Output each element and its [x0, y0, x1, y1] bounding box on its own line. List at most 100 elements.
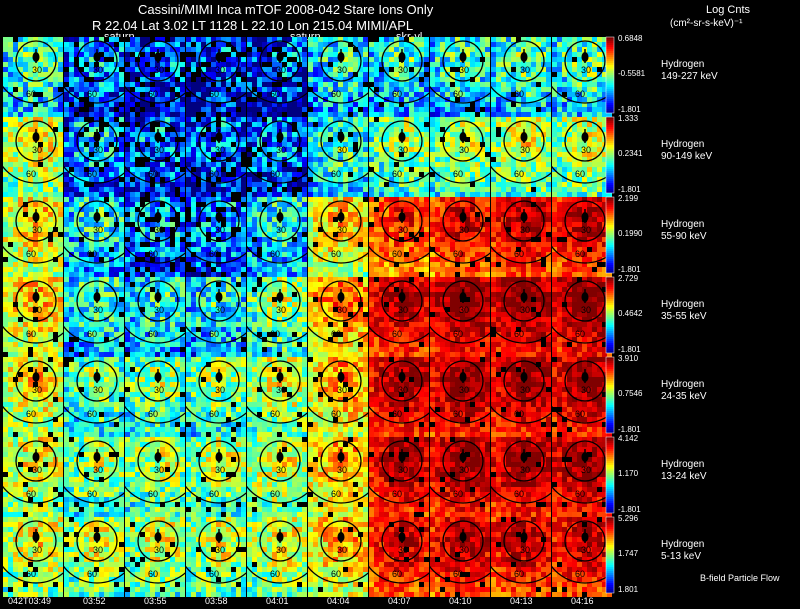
contour-ring [503, 200, 545, 242]
time-tick-label: 04:01 [266, 596, 289, 606]
contour-ring [308, 405, 368, 424]
contour-label: 30 [32, 225, 42, 235]
contour-label: 30 [337, 465, 347, 475]
contour-ring [3, 485, 63, 504]
contour-ring [442, 280, 484, 322]
contour-ring [491, 485, 551, 504]
contour-label: 60 [453, 89, 463, 99]
contour-ring [247, 405, 307, 424]
time-tick-label: 04:13 [510, 596, 533, 606]
contour-ring [552, 325, 612, 344]
contour-ring [503, 360, 545, 402]
energy-channel-label: Hydrogen 5-13 keV [661, 539, 704, 563]
time-tick-label: 03:58 [205, 596, 228, 606]
colorbar-label: -1.801 [618, 425, 641, 434]
contour-ring [76, 200, 118, 242]
contour-label: 60 [514, 249, 524, 259]
contour-label: 30 [459, 145, 469, 155]
contour-ring [430, 165, 490, 184]
contour-label: 60 [209, 249, 219, 259]
contour-label: 30 [398, 145, 408, 155]
contour-label: 60 [453, 569, 463, 579]
contour-ring [308, 325, 368, 344]
contour-label: 60 [392, 329, 402, 339]
species-label: Hydrogen [661, 459, 705, 470]
contour-label: 30 [154, 305, 164, 315]
time-tick-label: 04:04 [327, 596, 350, 606]
contour-ring [430, 325, 490, 344]
contour-label: 30 [398, 305, 408, 315]
contour-ring [76, 440, 118, 482]
colorbar-label: 2.729 [618, 274, 639, 283]
contour-ring [198, 120, 240, 162]
contour-label: 60 [87, 329, 97, 339]
contour-label: 30 [459, 545, 469, 555]
units-title: Log Cnts [706, 4, 751, 16]
contour-ring [369, 405, 429, 424]
contour-ring [186, 85, 246, 104]
contour-ring [491, 405, 551, 424]
contour-ring [369, 325, 429, 344]
contour-label: 30 [154, 545, 164, 555]
contour-label: 60 [575, 489, 585, 499]
contour-label: 60 [209, 169, 219, 179]
contour-label: 60 [87, 169, 97, 179]
energy-channel-label: Hydrogen 35-55 keV [661, 299, 707, 323]
contour-label: 60 [87, 569, 97, 579]
contour-ring [137, 200, 179, 242]
contour-ring [552, 245, 612, 264]
contour-ring [369, 165, 429, 184]
contour-ring [564, 200, 606, 242]
contour-label: 60 [453, 329, 463, 339]
colorbar-label: 0.7546 [618, 389, 643, 398]
contour-ring [564, 520, 606, 562]
contour-ring [503, 520, 545, 562]
contour-label: 60 [148, 89, 158, 99]
contour-ring [564, 440, 606, 482]
contour-label: 60 [392, 569, 402, 579]
contour-label: 60 [331, 409, 341, 419]
contour-label: 60 [148, 489, 158, 499]
contour-label: 30 [93, 385, 103, 395]
colorbar [605, 36, 615, 114]
contour-label: 60 [392, 169, 402, 179]
contour-ring [3, 245, 63, 264]
contour-label: 30 [215, 145, 225, 155]
contour-ring [198, 200, 240, 242]
contour-label: 30 [32, 545, 42, 555]
contour-ring [3, 405, 63, 424]
contour-ring [186, 565, 246, 584]
contour-label: 60 [87, 249, 97, 259]
contour-ring [64, 245, 124, 264]
colorbar-label: 4.142 [618, 434, 639, 443]
contour-label: 30 [32, 65, 42, 75]
contour-label: 30 [93, 305, 103, 315]
species-label: Hydrogen [661, 299, 705, 310]
energy-channel-label: Hydrogen 13-24 keV [661, 459, 707, 483]
figure-title: Cassini/MIMI Inca mTOF 2008-042 Stare Io… [138, 2, 434, 17]
contour-label: 30 [276, 465, 286, 475]
contour-label: 30 [32, 385, 42, 395]
contour-label: 30 [154, 385, 164, 395]
colorbar-label: -1.801 [618, 185, 641, 194]
contour-label: 30 [154, 465, 164, 475]
contour-label: 30 [337, 305, 347, 315]
contour-ring [3, 165, 63, 184]
contour-ring [15, 280, 57, 322]
contour-ring [259, 120, 301, 162]
contour-ring [198, 520, 240, 562]
contour-label: 30 [93, 545, 103, 555]
